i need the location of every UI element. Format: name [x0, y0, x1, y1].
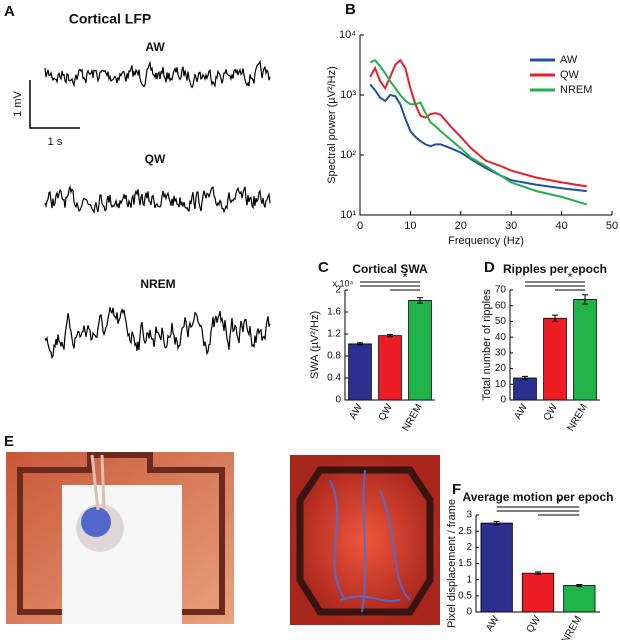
- y-axis-label: Total number of ripples: [481, 289, 493, 401]
- x-tick-label: AW: [484, 614, 502, 634]
- y-tick-label: 10¹: [340, 209, 356, 221]
- y-tick-label: 30: [495, 347, 507, 358]
- bar: [573, 299, 597, 401]
- x-tick-label: 40: [555, 220, 567, 232]
- error-bar: [576, 584, 583, 587]
- significance-mark: *: [556, 494, 561, 509]
- x-tick-label: NREM: [566, 402, 590, 433]
- x-tick-label: AW: [512, 402, 530, 422]
- lfp-trace: [44, 307, 271, 360]
- x-tick-label: 0: [357, 220, 363, 232]
- y-tick-label: 10⁴: [339, 29, 356, 41]
- error-bar: [582, 294, 588, 305]
- y-tick-label: 40: [495, 332, 507, 343]
- scale-bar: [29, 80, 80, 129]
- x-tick-label: 10: [404, 220, 416, 232]
- y-axis-label: SWA (µV²/Hz): [309, 311, 321, 379]
- x-tick-label: QW: [525, 614, 543, 635]
- panel-letter: D: [484, 259, 495, 276]
- y-tick-label: 20: [495, 363, 507, 374]
- error-bar: [417, 297, 423, 304]
- y-tick-label: 2: [466, 542, 472, 553]
- legend-label: QW: [560, 69, 580, 81]
- significance-line: [360, 281, 420, 291]
- panel-letter: A: [4, 3, 15, 20]
- significance-mark: *: [567, 269, 572, 284]
- y-tick-label: 10²: [340, 149, 356, 161]
- panel-letter: B: [345, 1, 356, 18]
- y-multiplier: x 10⁴: [333, 278, 354, 288]
- y-tick-label: 70: [495, 285, 507, 296]
- photo: [6, 452, 234, 624]
- x-tick-label: 30: [505, 220, 517, 232]
- panel-letter: E: [4, 433, 14, 450]
- bar: [563, 585, 596, 613]
- x-tick-label: 50: [606, 220, 618, 232]
- trace-label: NREM: [140, 277, 175, 291]
- y-tick-label: 10³: [340, 89, 356, 101]
- trace-label: AW: [145, 40, 165, 54]
- y-tick-label: 50: [495, 316, 507, 327]
- lfp-trace: [44, 59, 271, 89]
- x-tick-label: NREM: [401, 402, 425, 433]
- chart-title: Average motion per epoch: [463, 490, 614, 504]
- y-tick-label: 2.5: [458, 526, 472, 537]
- significance-mark: *: [402, 269, 407, 284]
- photo: [290, 455, 440, 625]
- y-axis-label: Pixel displacement / frame: [446, 499, 458, 628]
- panel-letter: C: [318, 259, 329, 276]
- y-tick-label: 2: [335, 285, 341, 296]
- trace-label: QW: [145, 152, 166, 166]
- x-tick-label: 20: [455, 220, 467, 232]
- x-tick-label: AW: [347, 402, 365, 422]
- bar: [513, 377, 537, 401]
- legend-label: AW: [560, 54, 578, 66]
- panel-title: Cortical LFP: [69, 11, 151, 27]
- error-bar: [357, 342, 363, 346]
- chart-title: Ripples per epoch: [503, 262, 607, 276]
- y-tick-label: 0: [466, 607, 472, 618]
- bar: [480, 522, 513, 613]
- series-line: [369, 58, 587, 188]
- scale-label: 1 mV: [12, 91, 24, 117]
- series-line: [369, 58, 588, 206]
- x-axis-label: Frequency (Hz): [448, 235, 524, 247]
- x-tick-label: QW: [377, 402, 395, 423]
- error-bar: [535, 571, 541, 575]
- error-bar: [493, 520, 500, 526]
- y-tick-label: 3: [466, 510, 472, 521]
- panel-letter: F: [452, 481, 461, 498]
- series-line: [369, 83, 587, 193]
- significance-line: [525, 281, 585, 291]
- error-bar: [522, 375, 528, 381]
- x-tick-label: QW: [542, 402, 560, 423]
- y-tick-label: 60: [495, 300, 507, 311]
- y-tick-label: 1: [466, 574, 472, 585]
- bar: [543, 317, 567, 401]
- bar: [348, 343, 372, 401]
- chart-title: Cortical SWA: [352, 262, 428, 276]
- y-tick-label: 1.2: [327, 329, 341, 340]
- y-tick-label: 10: [495, 379, 507, 390]
- y-tick-label: 1.6: [327, 307, 341, 318]
- scale-label: 1 s: [48, 136, 63, 148]
- y-tick-label: 1.5: [458, 558, 472, 569]
- significance-line: [496, 506, 580, 516]
- error-bar: [552, 314, 558, 322]
- bar: [521, 572, 555, 613]
- y-tick-label: 0: [335, 395, 341, 406]
- lfp-trace: [44, 184, 271, 214]
- y-tick-label: 0: [500, 395, 506, 406]
- bar: [378, 335, 402, 401]
- bar: [408, 300, 432, 401]
- y-axis-label: Spectral power (µV²/Hz): [326, 66, 338, 184]
- error-bar: [387, 334, 393, 338]
- lfp-traces: [44, 59, 271, 360]
- legend-label: NREM: [560, 84, 592, 96]
- y-tick-label: 0.4: [327, 373, 341, 384]
- x-tick-label: NREM: [560, 614, 584, 640]
- y-tick-label: 0.8: [327, 351, 341, 362]
- y-tick-label: 0.5: [458, 590, 472, 601]
